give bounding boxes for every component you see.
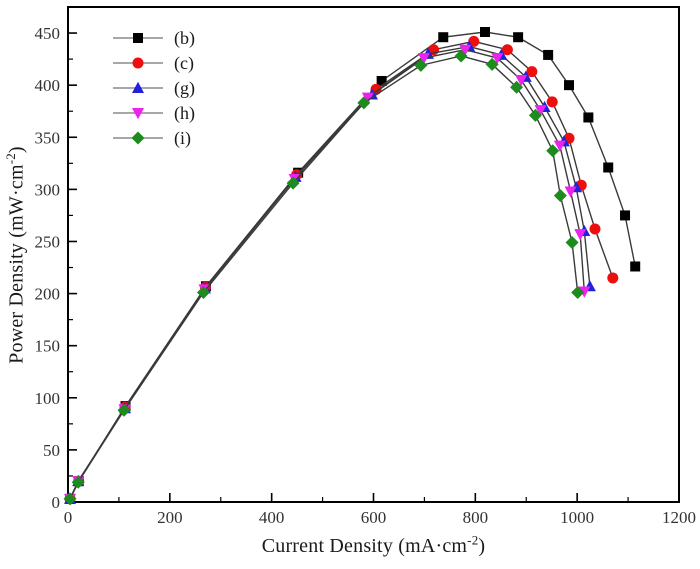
legend-item-g: (g) [112, 75, 195, 100]
marker-square [376, 75, 387, 86]
marker-triangle-down [574, 229, 587, 241]
marker-diamond [485, 57, 499, 71]
x-tick-label: 0 [64, 508, 73, 527]
marker-triangle-down [534, 105, 547, 117]
plot-frame [67, 6, 680, 503]
marker-square [564, 80, 575, 91]
marker-triangle-down [578, 286, 591, 298]
marker-triangle-down [417, 53, 430, 65]
marker-square [583, 112, 594, 123]
marker-triangle-down [132, 107, 144, 119]
legend-marker-icon [113, 32, 163, 43]
legend-label: (b) [174, 27, 195, 48]
marker-diamond [571, 286, 585, 300]
y-axis-title-text: Power Density (mW·cm [5, 164, 28, 364]
marker-square [480, 27, 491, 38]
x-axis-title-text: Current Density (mA·cm [261, 535, 468, 557]
marker-diamond [117, 403, 131, 417]
marker-diamond [63, 492, 77, 506]
y-tick-label: 200 [35, 285, 61, 304]
marker-triangle-down [515, 74, 528, 87]
y-tick-label: 150 [35, 337, 61, 356]
y-tick-label: 50 [43, 441, 60, 460]
x-tick-label: 200 [157, 508, 183, 527]
legend-item-b: (b) [112, 25, 195, 50]
marker-circle [132, 57, 144, 68]
legend-marker-icon [113, 81, 163, 93]
marker-diamond [510, 80, 524, 94]
marker-circle [526, 66, 538, 78]
legend-marker-icon [113, 57, 163, 68]
marker-diamond [414, 58, 428, 72]
legend-item-h: (h) [112, 100, 195, 125]
marker-square [620, 210, 631, 221]
x-axis-title: Current Density (mA·cm-2) [68, 532, 679, 558]
y-tick-label: 0 [52, 493, 61, 512]
marker-diamond [357, 96, 371, 110]
marker-circle [589, 223, 601, 235]
legend-marker-icon [113, 131, 163, 144]
y-tick-label: 100 [35, 389, 61, 408]
marker-triangle-down [491, 53, 504, 65]
y-tick-label: 450 [35, 24, 61, 43]
marker-square [133, 32, 143, 43]
marker-diamond [196, 286, 210, 300]
marker-triangle-down [564, 186, 577, 198]
marker-square [543, 49, 554, 60]
x-tick-label: 800 [463, 508, 489, 527]
marker-square [438, 32, 449, 43]
marker-triangle-up [132, 81, 144, 93]
marker-diamond [546, 144, 560, 158]
y-tick-label: 400 [35, 76, 61, 95]
marker-square [513, 32, 524, 43]
marker-diamond [454, 49, 468, 63]
legend-item-i: (i) [112, 125, 195, 150]
marker-diamond [565, 236, 579, 250]
legend-marker-icon [113, 107, 163, 119]
x-tick-label: 600 [361, 508, 387, 527]
y-axis-title-sup: -2 [2, 153, 18, 165]
x-tick-label: 1000 [560, 508, 594, 527]
marker-diamond [286, 176, 300, 190]
marker-triangle-down [553, 140, 566, 152]
y-axis-title-close: ) [5, 146, 28, 154]
legend-item-c: (c) [112, 50, 195, 75]
legend-label: (c) [174, 52, 194, 73]
y-axis-title: Power Density (mW·cm-2) [2, 146, 29, 364]
marker-diamond [528, 108, 542, 122]
marker-triangle-down [459, 44, 472, 56]
marker-diamond [131, 131, 145, 144]
marker-diamond [71, 475, 85, 489]
marker-circle [501, 44, 513, 56]
x-axis-title-close: ) [478, 535, 486, 557]
x-axis-title-sup: -2 [467, 532, 479, 548]
y-tick-label: 250 [35, 232, 61, 251]
legend-label: (i) [174, 127, 191, 148]
marker-square [630, 261, 641, 272]
marker-triangle-down [361, 92, 374, 104]
y-tick-label: 300 [35, 180, 61, 199]
legend-label: (h) [174, 102, 195, 123]
marker-diamond [553, 189, 567, 203]
x-tick-label: 1200 [662, 508, 696, 527]
marker-circle [546, 96, 558, 108]
x-tick-label: 400 [259, 508, 285, 527]
y-tick-label: 350 [35, 128, 61, 147]
legend: (b) (c) (g) (h) (i) [112, 25, 195, 150]
marker-circle [607, 272, 619, 284]
marker-square [603, 162, 614, 173]
legend-label: (g) [174, 77, 195, 98]
